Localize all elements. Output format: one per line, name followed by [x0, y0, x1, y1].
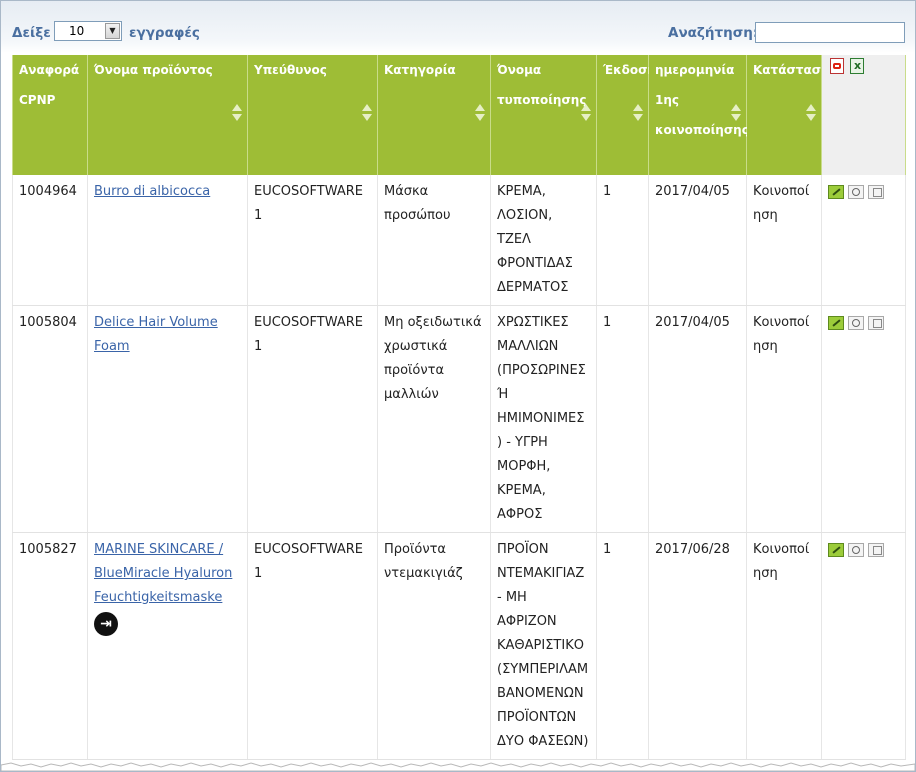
col-header-label: Όνομα τυποποίησης: [497, 63, 587, 107]
col-header-label: Υπεύθυνος: [254, 63, 327, 77]
cell-responsible: EUCOSOFTWARE 1: [247, 305, 378, 533]
table-header-row: Αναφορά CPNP Όνομα προϊόντος Υπεύθυνος Κ…: [12, 55, 906, 175]
product-link[interactable]: Delice Hair Volume Foam: [94, 315, 218, 354]
col-header-cpnp[interactable]: Αναφορά CPNP: [12, 55, 88, 175]
col-header-label: Αναφορά CPNP: [19, 63, 80, 107]
cell-date: 2017/04/05: [648, 175, 747, 306]
cell-category: Προϊόντα ντεμακιγιάζ: [377, 532, 491, 760]
table-row: 1004964 Burro di albicocca EUCOSOFTWARE …: [12, 175, 906, 306]
sort-icon[interactable]: [232, 104, 242, 122]
sort-icon[interactable]: [362, 104, 372, 122]
cell-status: Κοινοποίηση: [746, 175, 822, 306]
cell-cpnp: 1005827: [12, 532, 88, 760]
cell-cpnp: 1004964: [12, 175, 88, 306]
edit-icon[interactable]: [828, 185, 844, 199]
cell-responsible: EUCOSOFTWARE 1: [247, 175, 378, 306]
edit-icon[interactable]: [828, 543, 844, 557]
cell-cpnp: 1005804: [12, 305, 88, 533]
sort-icon[interactable]: [581, 104, 591, 122]
cell-actions: [821, 305, 906, 533]
copy-icon[interactable]: [868, 185, 884, 199]
exit-icon[interactable]: ⇥: [94, 612, 118, 636]
cell-status: Κοινοποίηση: [746, 532, 822, 760]
torn-edge: [1, 762, 915, 771]
col-header-label: Κατάσταση: [753, 63, 830, 77]
col-header-category[interactable]: Κατηγορία: [377, 55, 491, 175]
cell-formulation: ΚΡΕΜΑ, ΛΟΣΙΟΝ, ΤΖΕΛ ΦΡΟΝΤΙΔΑΣ ΔΕΡΜΑΤΟΣ: [490, 175, 597, 306]
product-link[interactable]: MARINE SKINCARE / BlueMiracle Hyaluron F…: [94, 542, 233, 605]
records-label: εγγραφές: [129, 25, 200, 41]
page-size-value: 10: [69, 24, 85, 38]
copy-icon[interactable]: [868, 543, 884, 557]
table-row: 1005804 Delice Hair Volume Foam EUCOSOFT…: [12, 305, 906, 533]
products-table: Αναφορά CPNP Όνομα προϊόντος Υπεύθυνος Κ…: [12, 55, 906, 760]
cell-status: Κοινοποίηση: [746, 305, 822, 533]
col-header-label: Κατηγορία: [384, 63, 456, 77]
edit-icon[interactable]: [828, 316, 844, 330]
col-header-formulation[interactable]: Όνομα τυποποίησης: [490, 55, 597, 175]
cell-responsible: EUCOSOFTWARE 1: [247, 532, 378, 760]
cell-date: 2017/06/28: [648, 532, 747, 760]
excel-export-icon[interactable]: [850, 58, 864, 74]
cell-product: MARINE SKINCARE / BlueMiracle Hyaluron F…: [87, 532, 248, 760]
cell-version: 1: [596, 532, 649, 760]
table-row: 1005827 MARINE SKINCARE / BlueMiracle Hy…: [12, 532, 906, 760]
magnifier-icon[interactable]: [848, 185, 864, 199]
product-link[interactable]: Burro di albicocca: [94, 184, 211, 199]
sort-icon[interactable]: [633, 104, 643, 122]
magnifier-icon[interactable]: [848, 543, 864, 557]
col-header-export: [821, 55, 906, 175]
col-header-label: ημερομηνία 1ης κοινοποίησης: [655, 63, 749, 137]
search-input[interactable]: [755, 22, 905, 43]
show-label: Δείξε: [12, 25, 51, 41]
col-header-date[interactable]: ημερομηνία 1ης κοινοποίησης: [648, 55, 749, 175]
col-header-product[interactable]: Όνομα προϊόντος: [87, 55, 248, 175]
sort-icon[interactable]: [475, 104, 485, 122]
cell-actions: [821, 175, 906, 306]
cell-category: Μάσκα προσώπου: [377, 175, 491, 306]
cell-formulation: ΧΡΩΣΤΙΚΕΣ ΜΑΛΛΙΩΝ (ΠΡΟΣΩΡΙΝΕΣ Ή ΗΜΙΜΟΝΙΜ…: [490, 305, 597, 533]
pdf-export-icon[interactable]: [830, 58, 844, 74]
cell-version: 1: [596, 305, 649, 533]
search-label: Αναζήτηση:: [668, 25, 759, 41]
cell-product: Delice Hair Volume Foam: [87, 305, 248, 533]
cell-formulation: ΠΡΟΪΟΝ ΝΤΕΜΑΚΙΓΙΑΖ - ΜΗ ΑΦΡΙΖΟΝ ΚΑΘΑΡΙΣΤ…: [490, 532, 597, 760]
magnifier-icon[interactable]: [848, 316, 864, 330]
page-size-select[interactable]: 10 ▼: [54, 21, 122, 41]
col-header-status[interactable]: Κατάσταση: [746, 55, 830, 175]
col-header-label: Έκδοση: [603, 63, 657, 77]
table-toolbar: Δείξε 10 ▼ εγγραφές Αναζήτηση:: [1, 1, 915, 53]
cell-actions: [821, 532, 906, 760]
cell-category: Μη οξειδωτικά χρωστικά προϊόντα μαλλιών: [377, 305, 491, 533]
cell-version: 1: [596, 175, 649, 306]
copy-icon[interactable]: [868, 316, 884, 330]
cell-date: 2017/04/05: [648, 305, 747, 533]
cell-product: Burro di albicocca: [87, 175, 248, 306]
chevron-down-icon[interactable]: ▼: [105, 23, 120, 39]
sort-icon[interactable]: [806, 104, 816, 122]
sort-icon[interactable]: [731, 104, 741, 122]
col-header-label: Όνομα προϊόντος: [94, 63, 213, 77]
col-header-version[interactable]: Έκδοση: [596, 55, 656, 175]
col-header-responsible[interactable]: Υπεύθυνος: [247, 55, 378, 175]
